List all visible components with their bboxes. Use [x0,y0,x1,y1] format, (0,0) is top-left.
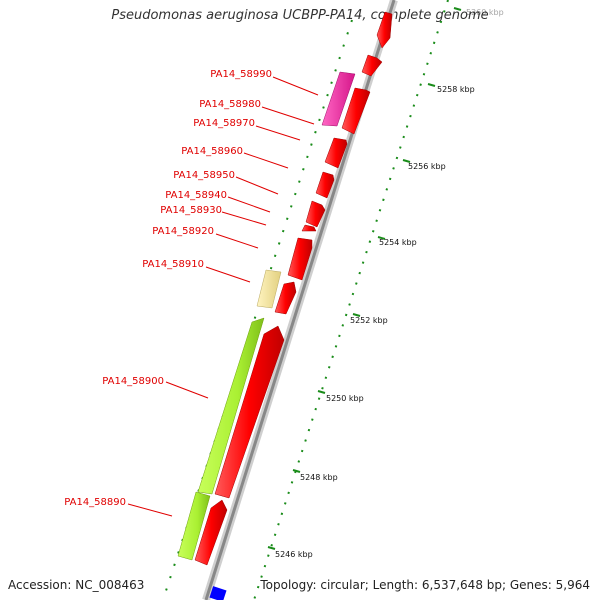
gene-label-58960[interactable]: PA14_58960 [181,146,243,157]
reverse-strand-genes [177,71,356,600]
gene-arrow-58890[interactable] [177,491,211,561]
gene-arrow-58910[interactable] [274,281,297,315]
accession-text: Accession: NC_008463 [8,578,145,592]
gene-arrow-58970[interactable] [324,137,348,169]
gene-label-58930[interactable]: PA14_58930 [160,205,222,216]
gene-label-58890[interactable]: PA14_58890 [64,497,126,508]
tick-label-5248: 5248 kbp [300,473,338,482]
gene-label-58980[interactable]: PA14_58980 [199,99,261,110]
gene-arrow-58890-fwd[interactable] [194,499,228,566]
gene-arrow-top[interactable] [376,11,393,49]
outer-tick-scale [253,0,462,600]
gene-label-58910[interactable]: PA14_58910 [142,259,204,270]
gene-label-58920[interactable]: PA14_58920 [152,226,214,237]
major-ticks [267,7,462,550]
gene-label-58990[interactable]: PA14_58990 [210,69,272,80]
topology-text: Topology: circular; Length: 6,537,648 bp… [260,578,590,592]
tick-label-5252: 5252 kbp [350,316,388,325]
tick-label-5250: 5250 kbp [326,394,364,403]
gene-label-58940[interactable]: PA14_58940 [165,190,227,201]
gene-blue-bottom[interactable] [209,586,227,600]
gene-arrow-58990-fwd[interactable] [361,54,383,77]
gene-arrow-58950[interactable] [305,200,326,228]
gene-arrow-58930[interactable] [287,237,313,281]
gene-labels: PA14_58990 PA14_58980 PA14_58970 PA14_58… [64,69,272,508]
tick-label-5258: 5258 kbp [437,85,475,94]
forward-strand-genes [194,11,393,566]
gene-arrow-58900-fwd[interactable] [214,325,285,499]
tick-label-5256: 5256 kbp [408,162,446,171]
gene-label-58950[interactable]: PA14_58950 [173,170,235,181]
tick-label-5254: 5254 kbp [379,238,417,247]
tick-label-5260: 5260 kbp [466,8,504,17]
gene-label-58900[interactable]: PA14_58900 [102,376,164,387]
gene-label-58970[interactable]: PA14_58970 [193,118,255,129]
kbp-tick-labels: 5260 kbp 5258 kbp 5256 kbp 5254 kbp 5252… [275,8,504,559]
gene-arrow-58910-rev[interactable] [256,269,282,309]
tick-label-5246: 5246 kbp [275,550,313,559]
gene-arrow-58980[interactable] [341,87,371,135]
gene-arrow-58940[interactable] [301,224,317,232]
gene-arrow-58900[interactable] [197,317,265,495]
gene-leader-lines [127,76,319,517]
gene-arrow-58960[interactable] [315,171,335,199]
gene-arrow-58990[interactable] [321,71,356,127]
